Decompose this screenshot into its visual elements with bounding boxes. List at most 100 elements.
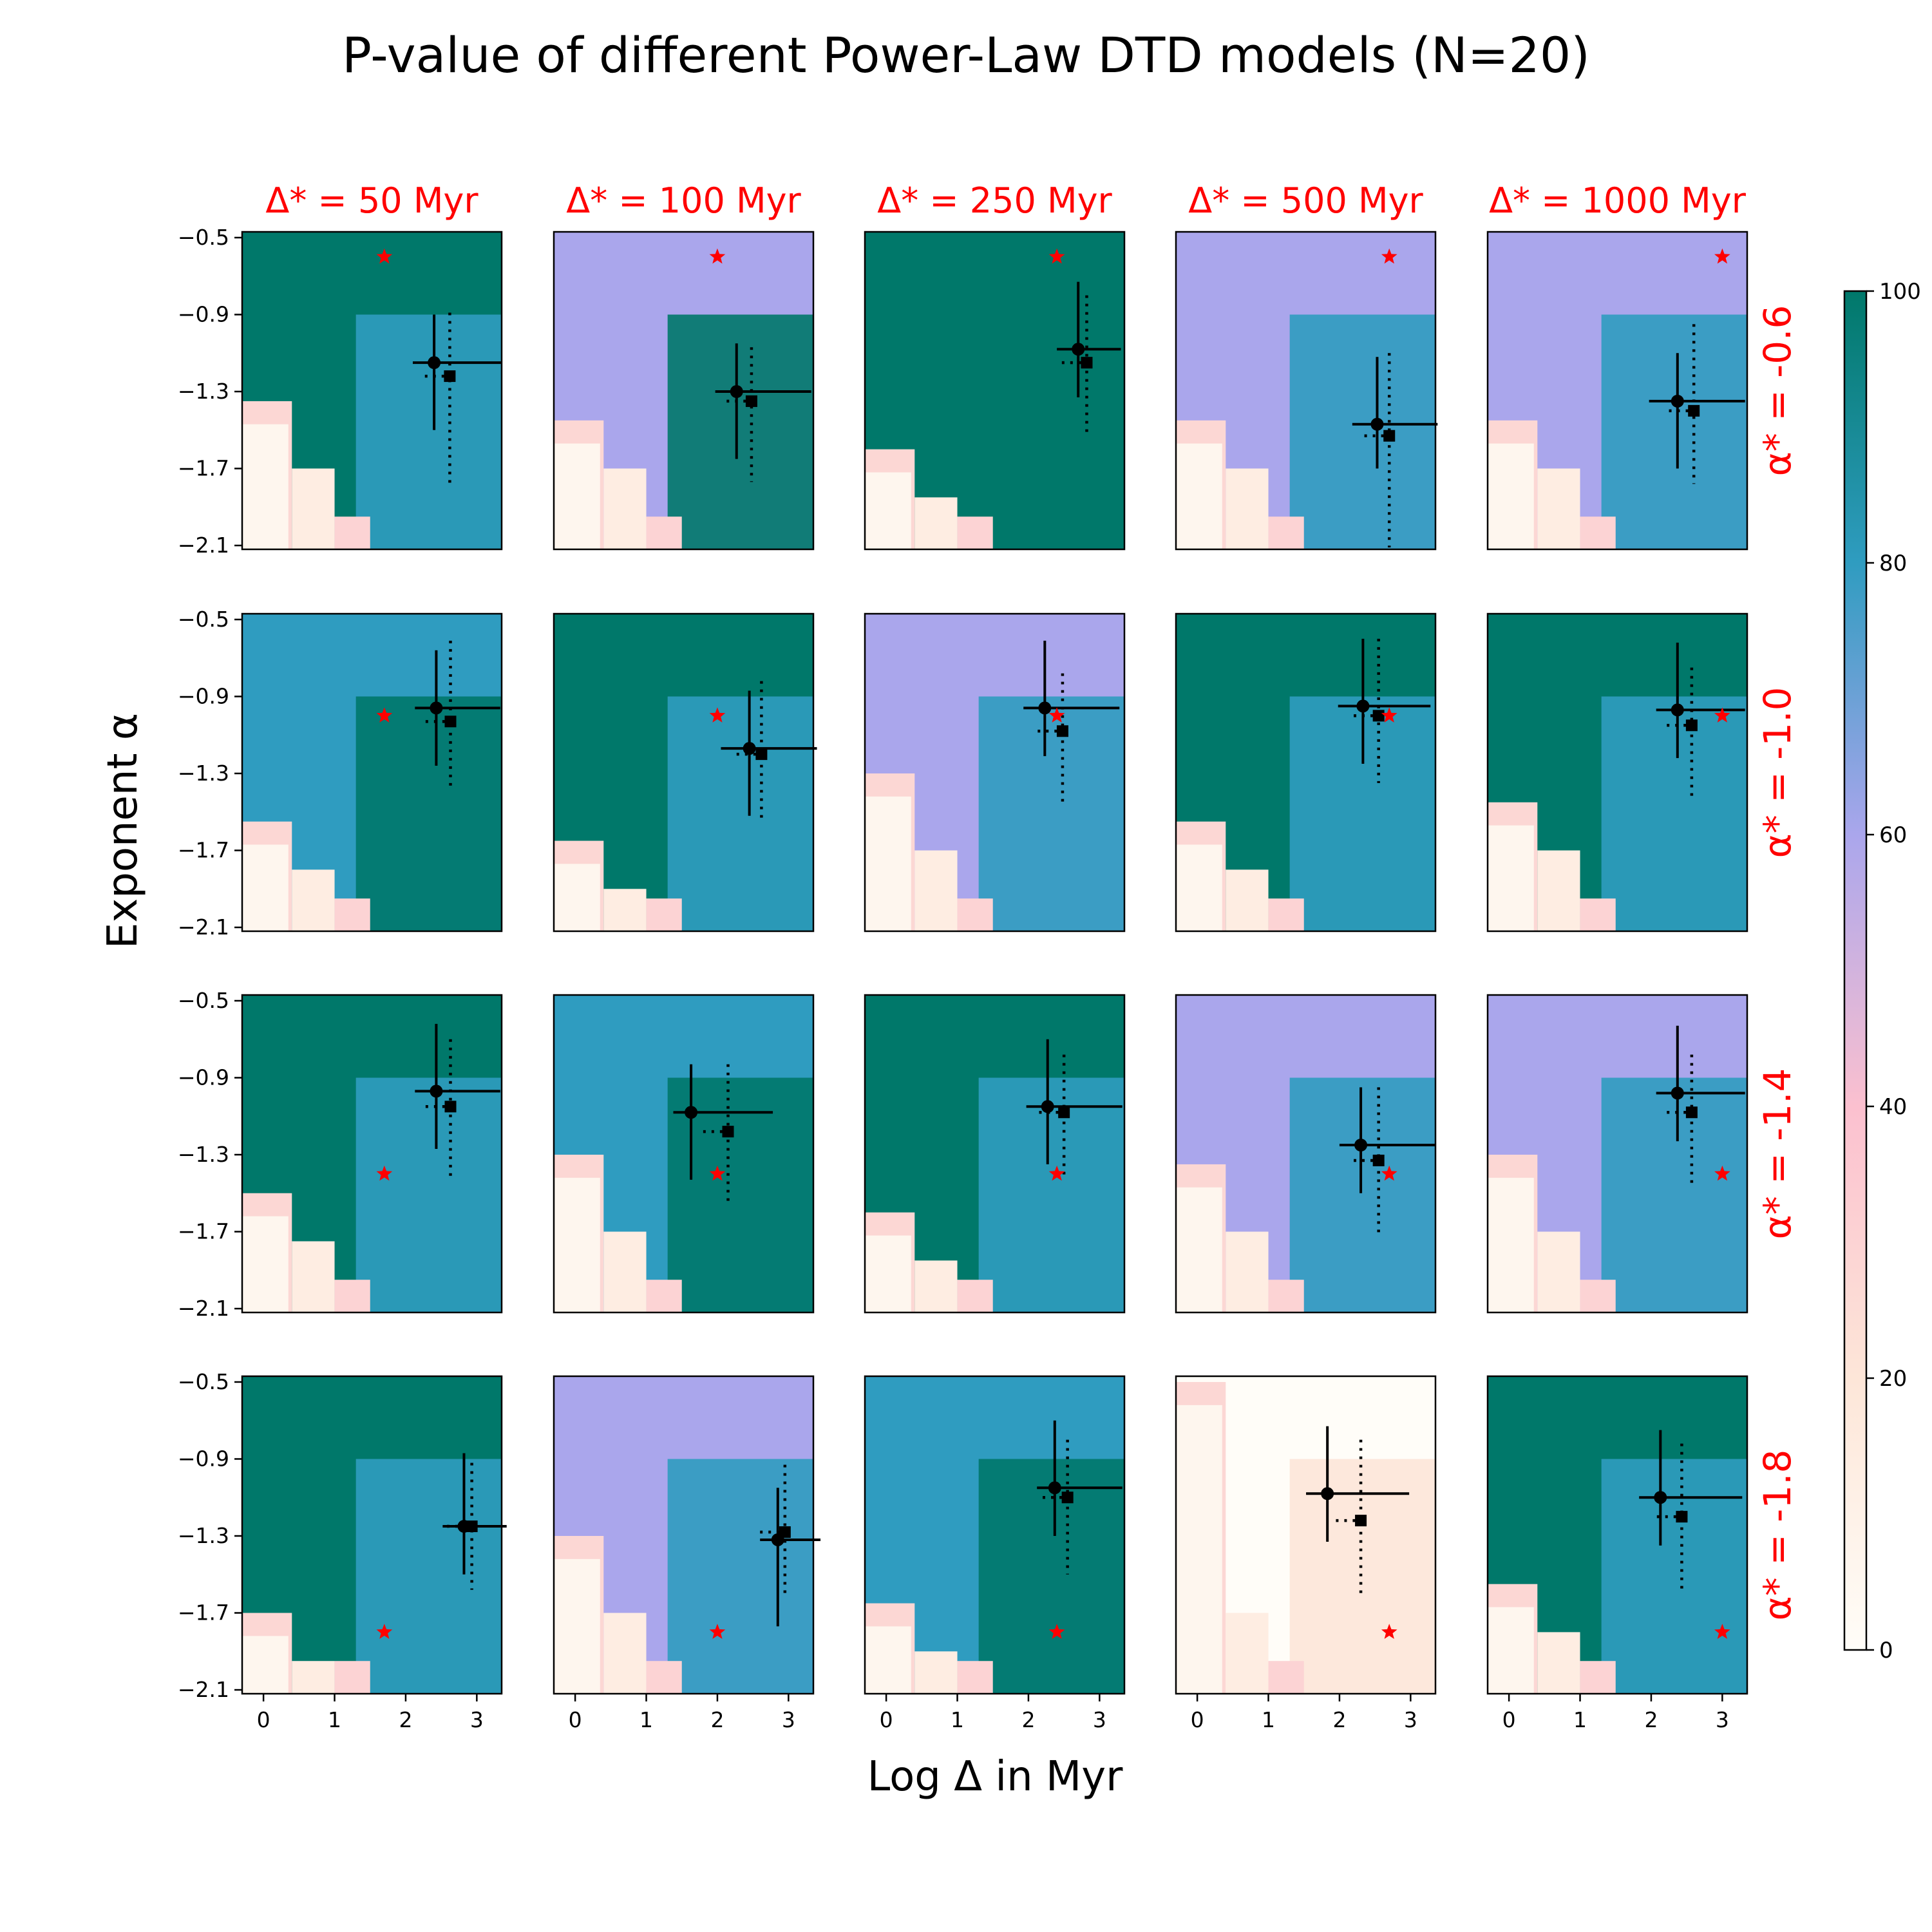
heatmap-band <box>667 314 813 549</box>
panel-r4-c5: 0 1 2 3 <box>1486 1375 1748 1732</box>
x-tick-label: 0 <box>257 1707 270 1732</box>
heatmap <box>554 614 813 931</box>
y-tick-label: −0.5 <box>178 225 229 250</box>
x-tick-label: 1 <box>1573 1707 1587 1732</box>
heatmap <box>1176 995 1435 1312</box>
heatmap-low-region <box>334 1661 370 1694</box>
heatmap-low-region <box>914 1651 958 1694</box>
figure-title: P-value of different Power-Law DTD model… <box>342 26 1590 84</box>
heatmap-lowest-region <box>242 1636 289 1694</box>
heatmap-lowest-region <box>1176 1187 1222 1312</box>
x-tick-label: 0 <box>1191 1707 1204 1732</box>
heatmap-lowest-region <box>1488 1607 1534 1694</box>
x-axis-label: Log Δ in Myr <box>867 1753 1124 1801</box>
heatmap-low-region <box>334 516 370 549</box>
panel-frame <box>864 231 1126 551</box>
panel-r2-c1: −0.5 −0.9 −1.3 −1.7 −2.1 <box>178 607 503 940</box>
panel-frame <box>1486 994 1748 1314</box>
x-tick-label: 2 <box>399 1707 412 1732</box>
median-marker <box>1058 1106 1070 1119</box>
panel-frame <box>553 994 815 1314</box>
heatmap <box>1488 1376 1747 1694</box>
heatmap-lowest-region <box>1488 825 1534 931</box>
x-tick-label: 1 <box>328 1707 341 1732</box>
panel-frame <box>241 994 503 1314</box>
colorbar-tick-label: 40 <box>1879 1094 1907 1120</box>
y-tick-label: −1.7 <box>178 1600 229 1625</box>
heatmap <box>865 995 1124 1312</box>
median-marker <box>1685 1106 1698 1119</box>
heatmap-low-region <box>957 516 993 549</box>
panel-r1-c1: −0.5 −0.9 −1.3 −1.7 −2.1 <box>178 225 503 558</box>
estimate-marker <box>1321 1487 1334 1501</box>
heatmap-lowest-region <box>865 472 911 549</box>
colorbar-gradient-bar <box>1844 291 1866 1650</box>
heatmap-band <box>978 696 1124 931</box>
panel-r2-c2 <box>553 612 817 933</box>
true-value-star <box>1381 1624 1397 1639</box>
panel-frame <box>1486 1375 1748 1695</box>
true-value-star <box>1381 1165 1397 1181</box>
y-tick-label: −0.5 <box>178 1369 229 1394</box>
true-value-star <box>709 1165 726 1181</box>
x-tick-label: 3 <box>1093 1707 1106 1732</box>
true-value-star <box>1048 1624 1065 1639</box>
panel-frame <box>553 1375 815 1695</box>
panel-r3-c1: −0.5 −0.9 −1.3 −1.7 −2.1 <box>178 988 503 1321</box>
y-tick-label: −0.5 <box>178 607 229 632</box>
colorbar-tick-label: 60 <box>1879 822 1907 848</box>
heatmap-low-region <box>914 850 958 931</box>
heatmap-band <box>1601 1077 1747 1312</box>
heatmap <box>554 1376 813 1694</box>
heatmap <box>242 1376 502 1694</box>
heatmap-low-region <box>334 898 370 931</box>
panel-r1-c5 <box>1486 231 1748 551</box>
heatmap-low-region <box>1268 898 1304 931</box>
heatmap-band <box>355 1459 502 1694</box>
y-tick-label: −0.9 <box>178 683 229 708</box>
x-tick-label: 3 <box>1404 1707 1417 1732</box>
heatmap-band <box>355 696 502 931</box>
x-tick-label: 0 <box>569 1707 582 1732</box>
heatmap <box>1176 232 1435 549</box>
heatmap-low-region <box>646 516 682 549</box>
panel-frame <box>864 1375 1126 1695</box>
estimate-marker <box>1671 394 1684 408</box>
y-tick-label: −1.7 <box>178 456 229 481</box>
true-value-star <box>709 1624 726 1639</box>
heatmap-low-region <box>646 898 682 931</box>
median-marker <box>1081 357 1093 369</box>
row-title-1: α* = -0.6 <box>1756 305 1799 477</box>
true-value-star <box>376 1165 393 1181</box>
heatmap-lowest-region <box>554 1177 600 1312</box>
heatmap-low-region <box>292 1241 335 1312</box>
y-tick-label: −2.1 <box>178 1677 229 1702</box>
median-marker <box>1688 404 1700 417</box>
column-title-4: Δ* = 500 Myr <box>1188 180 1423 221</box>
true-value-star <box>376 707 393 723</box>
y-tick-label: −1.7 <box>178 1219 229 1244</box>
row-title-3: α* = -1.4 <box>1756 1068 1799 1240</box>
heatmap-lowest-region <box>554 864 600 931</box>
heatmap-lowest-region <box>242 424 289 549</box>
heatmap-band <box>1289 1459 1435 1694</box>
estimate-marker <box>1671 1086 1684 1100</box>
heatmap <box>242 614 502 931</box>
median-marker <box>1685 719 1698 732</box>
estimate-marker <box>1048 1481 1061 1495</box>
y-tick-label: −0.9 <box>178 1446 229 1471</box>
true-value-star <box>709 248 726 264</box>
heatmap-low-region <box>603 1613 647 1694</box>
estimate-marker <box>430 701 443 715</box>
estimate-marker <box>1654 1491 1667 1504</box>
row-title-4: α* = -1.8 <box>1756 1450 1799 1621</box>
heatmap-low-region <box>1580 1280 1616 1312</box>
estimate-marker <box>685 1106 698 1119</box>
y-tick-label: −1.7 <box>178 838 229 863</box>
heatmap-band <box>978 1077 1124 1312</box>
y-tick-label: −0.9 <box>178 301 229 327</box>
panel-frame <box>864 612 1126 933</box>
x-tick-label: 1 <box>951 1707 964 1732</box>
heatmap-low-region <box>1537 468 1580 549</box>
estimate-marker <box>771 1533 784 1546</box>
